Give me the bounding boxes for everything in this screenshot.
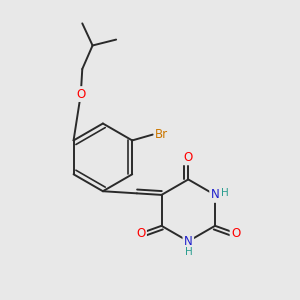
- Text: O: O: [184, 151, 193, 164]
- Text: O: O: [231, 227, 240, 240]
- Text: O: O: [136, 227, 146, 240]
- Text: N: N: [184, 235, 193, 248]
- Text: H: H: [185, 248, 193, 257]
- Text: N: N: [211, 188, 219, 201]
- Text: H: H: [221, 188, 229, 197]
- Text: O: O: [76, 88, 86, 100]
- Text: Br: Br: [155, 128, 168, 141]
